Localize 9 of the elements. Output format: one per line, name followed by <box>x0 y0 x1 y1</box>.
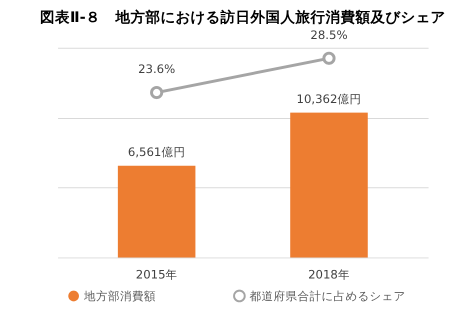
data-label: 28.5% <box>310 28 348 42</box>
chart-title: 図表Ⅱ‐８ 地方部における訪日外国人旅行消費額及びシェア <box>40 8 446 26</box>
data-label: 6,561億円 <box>128 144 186 159</box>
data-label: 23.6% <box>138 62 176 76</box>
legend-label: 地方部消費額 <box>82 288 156 303</box>
x-tick-label: 2018年 <box>308 267 350 282</box>
data-label: 10,362億円 <box>296 92 362 106</box>
legend-label: 都道府県合計に占めるシェア <box>250 288 406 303</box>
x-tick-label: 2015年 <box>136 267 178 282</box>
